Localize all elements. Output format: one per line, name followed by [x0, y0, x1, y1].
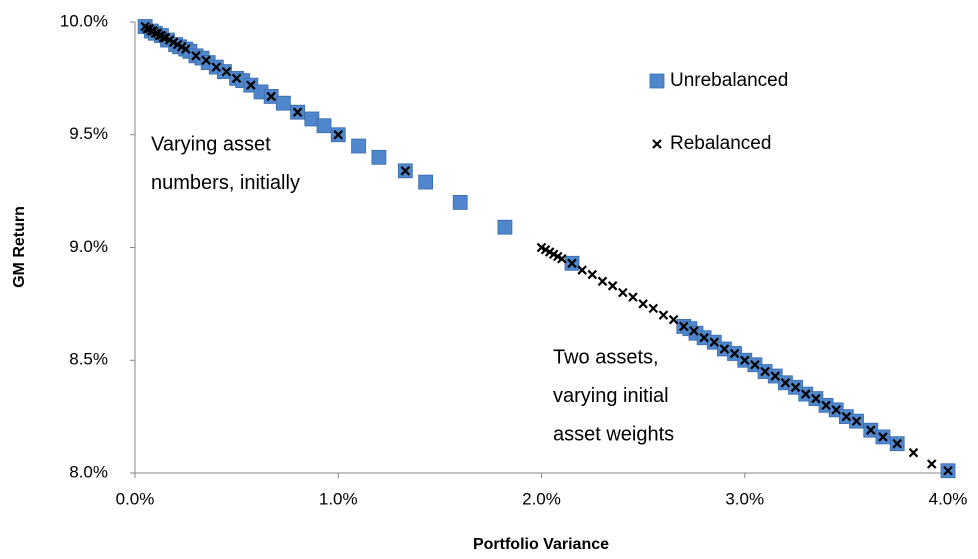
point [597, 276, 608, 287]
annotation: Two assets, [553, 346, 659, 368]
point [821, 400, 831, 411]
point [699, 332, 709, 343]
x-tick-label: 1.0% [319, 489, 358, 508]
point [158, 33, 169, 43]
point [587, 269, 598, 280]
point [351, 138, 366, 154]
point [926, 459, 937, 469]
point [292, 107, 303, 117]
y-tick-label: 8.0% [69, 462, 108, 481]
point [567, 258, 577, 269]
x-axis-title: Portfolio Variance [473, 536, 609, 553]
y-tick-label: 9.0% [69, 237, 108, 256]
point [841, 411, 852, 422]
legend-marker [652, 139, 662, 149]
x-tick-label: 4.0% [929, 489, 968, 508]
point [811, 393, 821, 404]
point [231, 73, 242, 84]
point [275, 95, 291, 111]
point [333, 129, 344, 140]
point [831, 405, 841, 415]
point [892, 438, 902, 449]
point [452, 194, 468, 210]
point [790, 382, 801, 393]
point [266, 91, 276, 102]
point [201, 55, 211, 66]
point [221, 66, 232, 77]
point [211, 62, 222, 72]
point [246, 80, 256, 90]
annotation: numbers, initially [151, 172, 300, 194]
legend-label: Rebalanced [670, 133, 771, 154]
x-tick-label: 2.0% [522, 489, 561, 508]
legend-label: Unrebalanced [670, 70, 788, 91]
point [418, 174, 434, 190]
point [760, 366, 770, 377]
point [719, 344, 730, 354]
point [181, 44, 191, 54]
point [400, 166, 411, 176]
point [668, 314, 679, 325]
annotation: Varying asset [151, 133, 271, 155]
point [497, 219, 513, 235]
point [943, 465, 953, 476]
point [851, 416, 862, 426]
point [908, 447, 919, 458]
y-axis-title: GM Return [11, 206, 28, 288]
point [618, 287, 628, 298]
point [607, 281, 618, 291]
x-tick-label: 0.0% [116, 489, 155, 508]
point [689, 326, 699, 336]
point [191, 51, 201, 61]
annotation: asset weights [553, 423, 674, 445]
point [628, 292, 638, 302]
point [557, 253, 567, 264]
y-tick-label: 9.5% [69, 124, 108, 143]
point [648, 303, 659, 314]
point [658, 310, 669, 320]
point [709, 337, 720, 347]
point [878, 432, 888, 442]
point [316, 118, 332, 134]
legend-marker [649, 73, 665, 89]
y-tick-label: 10.0% [60, 11, 108, 30]
annotation: varying initial [553, 385, 669, 407]
point [780, 378, 791, 388]
point [678, 321, 689, 332]
point [770, 371, 781, 381]
point [750, 359, 760, 370]
point [638, 299, 648, 309]
point [865, 425, 876, 435]
point [800, 389, 811, 399]
y-tick-label: 8.5% [69, 350, 108, 369]
point [739, 355, 750, 366]
point [729, 348, 740, 359]
point [371, 149, 387, 165]
point [577, 265, 587, 275]
x-tick-label: 3.0% [725, 489, 764, 508]
